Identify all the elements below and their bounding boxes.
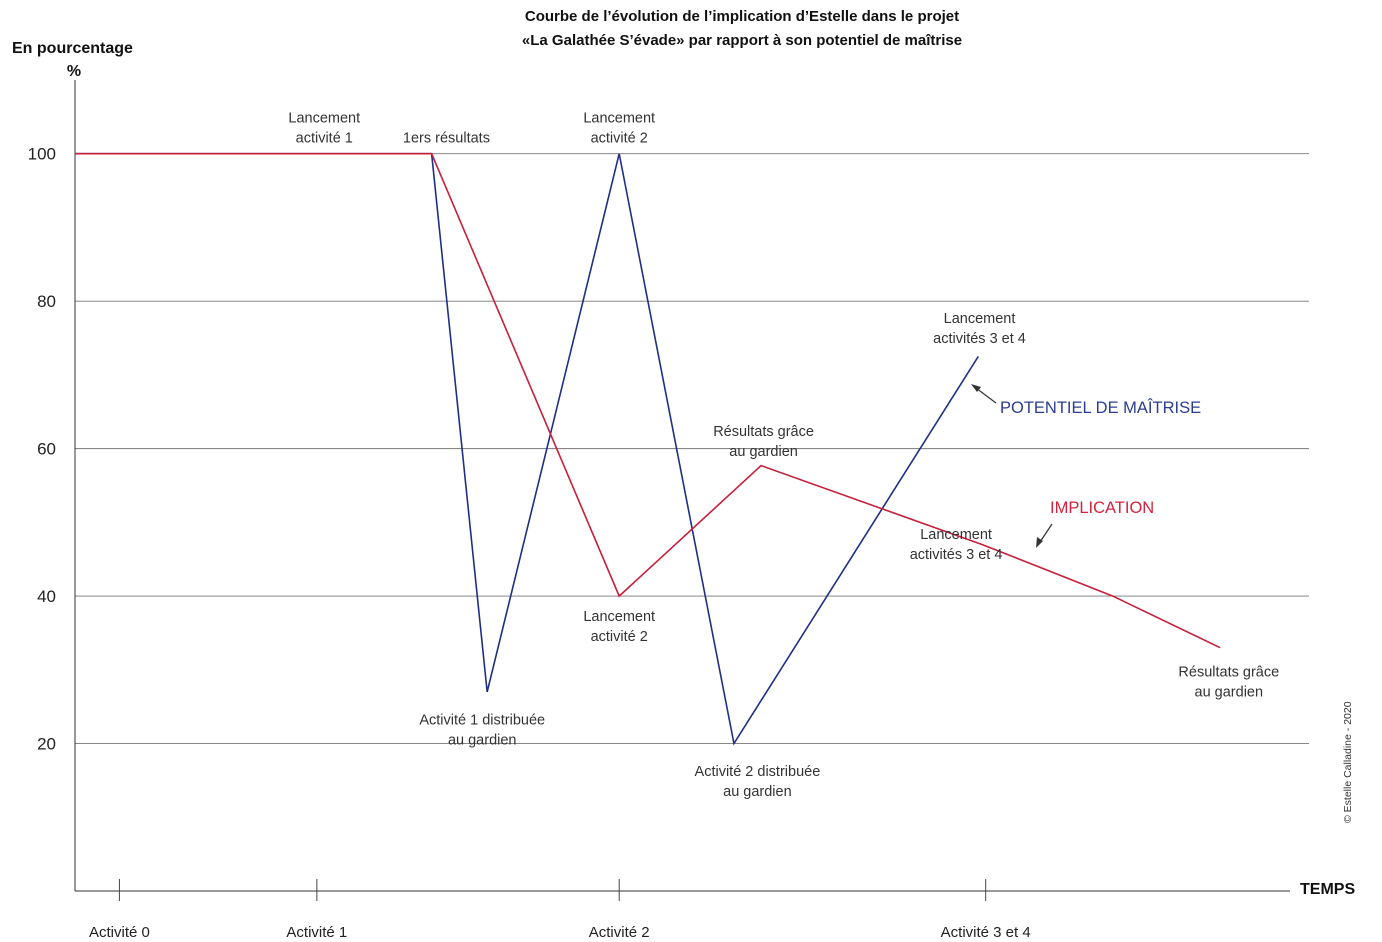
annotation: Activité 2 distribuée au gardien (695, 764, 821, 800)
annotation-line: activités 3 et 4 (910, 547, 1003, 563)
annotation-line: activité 2 (591, 629, 648, 645)
y-tick-label: 20 (37, 735, 56, 754)
annotation-line: 1ers résultats (403, 131, 490, 147)
x-tick-label: Activité 2 (589, 924, 650, 941)
annotation-line: Lancement (920, 527, 992, 543)
annotation-line: Résultats grâce (1178, 664, 1279, 680)
annotation: Lancement activité 2 (583, 111, 655, 147)
series-pointer-arrow-potentiel (971, 384, 997, 404)
annotation: 1ers résultats (403, 131, 490, 147)
annotation-line: Activité 1 distribuée (419, 712, 545, 728)
series-label-implication: IMPLICATION (1050, 499, 1154, 517)
x-tick-labels: Activité 0 Activité 1 Activité 2 Activité 3… (89, 924, 1031, 941)
gridlines (75, 153, 1309, 744)
y-tick-label: 80 (37, 292, 56, 311)
x-tick-label: Activité 1 (286, 924, 347, 941)
y-tick-label: 40 (37, 587, 56, 606)
y-tick-labels: 20 40 60 80 100 (28, 145, 56, 754)
annotation: Lancement activité 1 (288, 111, 360, 147)
annotation: Lancement activités 3 et 4 (910, 527, 1003, 563)
annotation-line: Lancement (288, 111, 360, 127)
annotation: Lancement activités 3 et 4 (933, 311, 1026, 347)
chart-title-line-2: «La Galathée S’évade» par rapport à son … (522, 32, 962, 49)
annotation-line: activités 3 et 4 (933, 331, 1026, 347)
y-tick-label: 60 (37, 440, 56, 459)
annotation: Lancement activité 2 (583, 609, 655, 645)
y-tick-label: 100 (28, 145, 56, 164)
annotation-line: Lancement (583, 111, 655, 127)
x-axis-label: TEMPS (1300, 881, 1355, 898)
annotation-line: au gardien (448, 732, 517, 748)
annotation: Activité 1 distribuée au gardien (419, 712, 545, 748)
copyright: © Estelle Calladine - 2020 (1342, 701, 1354, 823)
annotations: Lancement activité 1 1ers résultats Lanceme… (288, 111, 1279, 800)
annotation-line: Lancement (583, 609, 655, 625)
annotation-line: Activité 2 distribuée (695, 764, 821, 780)
series-lines (75, 152, 1221, 746)
annotation: Résultats grâce au gardien (713, 424, 814, 460)
annotation-line: au gardien (1195, 684, 1264, 700)
annotation-line: activité 1 (296, 131, 353, 147)
annotation-line: au gardien (723, 784, 792, 800)
annotation-line: Lancement (944, 311, 1016, 327)
annotation-line: activité 2 (591, 131, 648, 147)
y-axis-label: En pourcentage (12, 40, 133, 57)
x-tick-label: Activité 0 (89, 924, 150, 941)
x-tick-label: Activité 3 et 4 (941, 924, 1031, 941)
series-pointer-arrow-implication (1036, 523, 1053, 548)
series-line-implication (75, 152, 1221, 649)
series-label-potentiel: POTENTIEL DE MAÎTRISE (1000, 398, 1201, 417)
y-axis-unit: % (67, 63, 81, 80)
annotation-line: au gardien (729, 444, 798, 460)
annotation-line: Résultats grâce (713, 424, 814, 440)
chart-title-line-1: Courbe de l’évolution de l’implication d… (525, 8, 959, 25)
annotation: Résultats grâce au gardien (1178, 664, 1279, 700)
axes (74, 80, 1290, 901)
